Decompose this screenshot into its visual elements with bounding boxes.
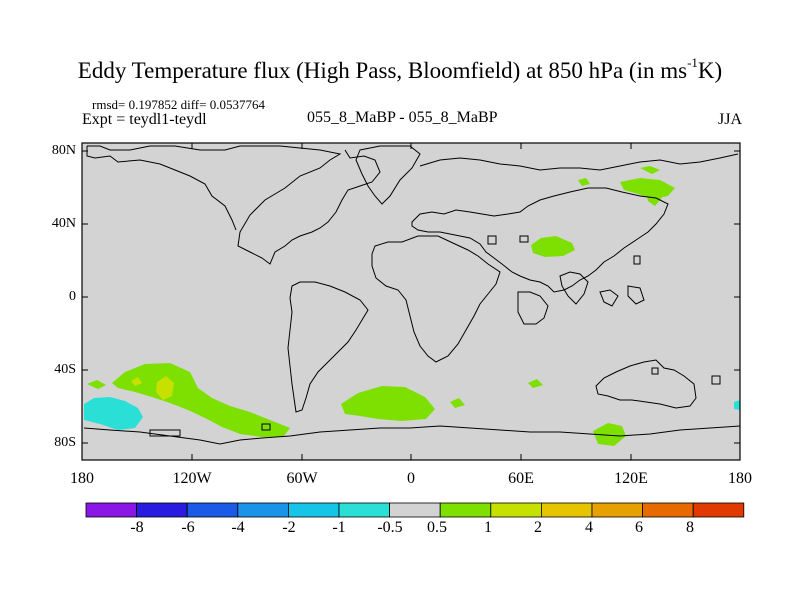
colorbar-box-9 (541, 502, 593, 518)
y-tick-label-40n: 40N (51, 216, 76, 231)
colorbar-box-2 (186, 502, 239, 518)
contour-patch-south-atlantic (341, 386, 435, 421)
contour-patch-indian-ocean (593, 423, 626, 446)
y-tick-label-80n: 80N (51, 143, 76, 158)
contour-patch-central-asia (531, 236, 575, 257)
colorbar-box-3 (237, 502, 289, 518)
contour-patch-east-asia (645, 186, 662, 206)
colorbar-box-5 (338, 502, 390, 518)
colorbar-box-6 (389, 502, 441, 518)
coastline-small-islands (149, 235, 721, 437)
colorbar-box-10 (591, 502, 643, 518)
center-subtitle: 055_8_MaBP - 055_8_MaBP (307, 109, 498, 126)
colorbar-label-1: 1 (484, 519, 492, 536)
contour-patch-siberia-small (640, 166, 660, 174)
colorbar-box-7 (439, 502, 492, 518)
colorbar-label-m8: -8 (130, 519, 144, 536)
colorbar-box-8 (490, 502, 542, 518)
coastline-antarctica (83, 425, 741, 445)
contour-patch-small-west (87, 380, 106, 389)
contour-patch-io-small (528, 379, 543, 388)
colorbar-label-4: 4 (585, 519, 593, 536)
contour-patch-north-small (578, 178, 590, 186)
plot-title: Eddy Temperature flux (High Pass, Bloomf… (77, 55, 723, 83)
colorbar-label-m4: -4 (231, 519, 245, 536)
y-tick-label-80s: 80S (54, 435, 76, 450)
contour-patch-io-small2 (450, 398, 465, 408)
colorbar-box-12 (692, 502, 745, 518)
x-tick-label-120e: 120E (614, 470, 648, 487)
coastline-india (559, 271, 589, 305)
contour-fills (84, 166, 740, 446)
x-tick-label-60w: 60W (286, 470, 318, 487)
season-label: JJA (718, 111, 743, 128)
x-tick-label-120w: 120W (172, 470, 212, 487)
colorbar-label-m05: -0.5 (377, 519, 403, 536)
x-tick-label-0: 0 (407, 470, 415, 487)
rmsd-diff-stats: rmsd= 0.197852 diff= 0.0537764 (92, 97, 265, 112)
coastline-greenland (355, 145, 421, 205)
colorbar-label-05: 0.5 (427, 519, 447, 536)
coastline-se-asia (517, 285, 645, 325)
contour-patch-sp-core (156, 376, 174, 400)
y-tick-label-40s: 40S (54, 362, 76, 377)
colorbar-box-0 (85, 502, 137, 518)
coastline-south-america (287, 281, 369, 413)
contour-patch-negative (84, 397, 143, 430)
colorbar-label-2: 2 (534, 519, 542, 536)
colorbar-label-8: 8 (686, 519, 694, 536)
x-axis-ticks (191, 143, 632, 460)
colorbar (85, 502, 745, 518)
coastline-africa (371, 235, 501, 363)
contour-patch-south-small-e (734, 400, 740, 410)
colorbar-label-m2: -2 (282, 519, 296, 536)
x-tick-label-180w: 180 (70, 470, 94, 487)
colorbar-label-m1: -1 (332, 519, 346, 536)
x-tick-label-60e: 60E (508, 470, 534, 487)
coastline-australia (595, 359, 697, 409)
y-tick-label-0: 0 (69, 289, 76, 304)
colorbar-label-6: 6 (635, 519, 643, 536)
contour-patch-sp-small (131, 377, 142, 386)
colorbar-box-11 (642, 502, 694, 518)
coastline-eurasia (411, 153, 739, 293)
y-axis-ticks (82, 150, 740, 444)
coastline-north-america (86, 145, 381, 265)
experiment-label: Expt = teydl1-teydl (82, 111, 207, 128)
coastlines (83, 145, 741, 445)
colorbar-box-1 (136, 502, 188, 518)
colorbar-box-4 (287, 502, 340, 518)
contour-patch-south-pacific (112, 363, 290, 437)
x-tick-label-180e: 180 (728, 470, 752, 487)
colorbar-label-m6: -6 (181, 519, 195, 536)
